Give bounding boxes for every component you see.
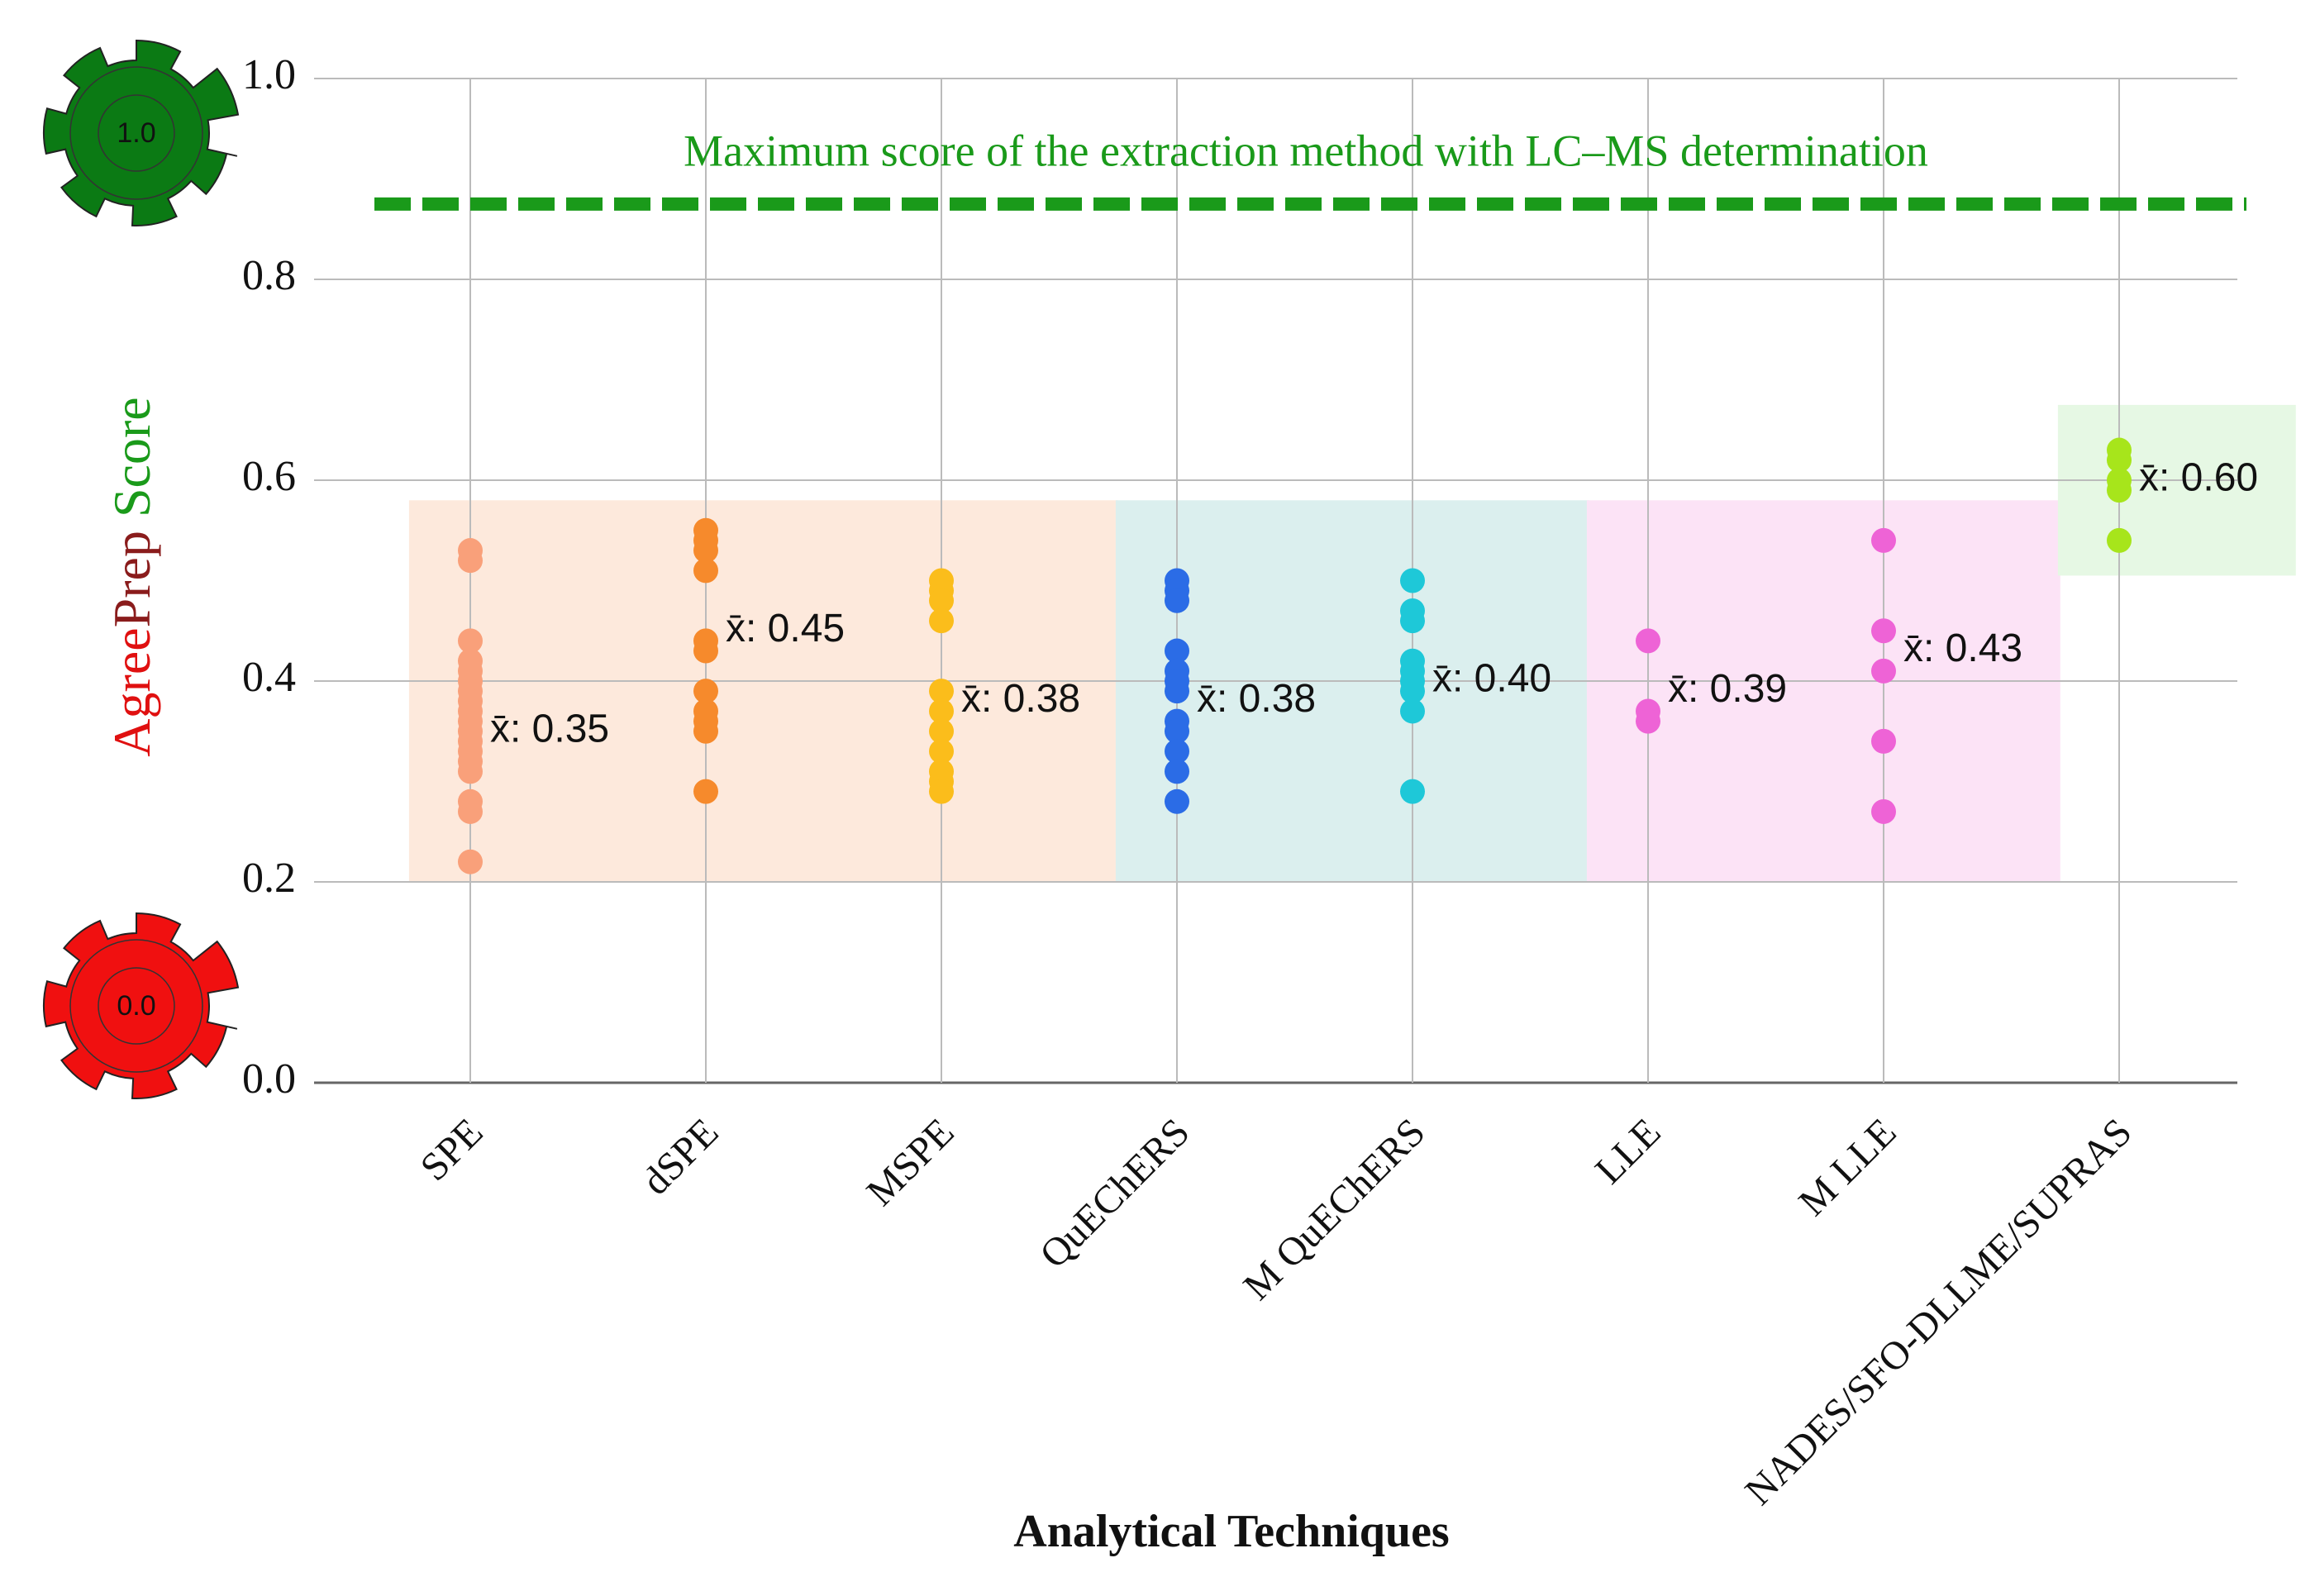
y-tick-label: 0.6 (242, 453, 296, 500)
point (1871, 618, 1896, 644)
x-tick-label: LLE (1587, 1110, 1670, 1193)
point (1165, 739, 1189, 765)
badge-label: 1.0 (117, 117, 155, 149)
point (929, 779, 954, 804)
point (929, 608, 954, 634)
point (458, 849, 483, 874)
point (458, 759, 483, 784)
point (1871, 658, 1896, 684)
point (1871, 798, 1896, 824)
x-tick-label: M QuEChERS (1235, 1110, 1433, 1308)
point (929, 588, 954, 613)
mean-label: x̄: 0.43 (1903, 626, 2022, 670)
badge-label: 0.0 (117, 990, 155, 1022)
y-tick-label: 0.2 (242, 855, 296, 902)
mean-label: x̄: 0.45 (726, 607, 845, 650)
point (1636, 628, 1660, 654)
point (1400, 698, 1425, 724)
mean-label: x̄: 0.35 (490, 707, 609, 750)
point (1165, 638, 1189, 664)
badge-center (98, 967, 175, 1045)
y-tick-label: 0.0 (242, 1055, 296, 1103)
mean-label: x̄: 0.40 (1432, 657, 1551, 701)
x-tick-label: QuEChERS (1031, 1110, 1198, 1277)
point (1400, 608, 1425, 634)
y-axis-title-part: Agree (102, 627, 161, 756)
point (2107, 447, 2132, 473)
x-tick-label: SPE (412, 1110, 492, 1189)
point (1871, 527, 1896, 553)
y-tick-label: 0.4 (242, 654, 296, 701)
point (2107, 478, 2132, 503)
point (1400, 779, 1425, 804)
point (1871, 728, 1896, 754)
region (1586, 500, 2060, 882)
point (1165, 679, 1189, 704)
point (693, 679, 718, 704)
x-axis-title: Analytical Techniques (1013, 1506, 1449, 1557)
y-tick-label: 1.0 (242, 51, 296, 98)
x-tick-label: M LLE (1790, 1110, 1904, 1224)
y-axis-title-part: Prep (102, 531, 161, 627)
point (929, 718, 954, 744)
point (1400, 679, 1425, 704)
y-axis-title-part: Score (102, 397, 161, 517)
y-tick-label: 0.8 (242, 252, 296, 299)
point (458, 628, 483, 654)
point (458, 798, 483, 824)
score-badge: 1.0 (42, 39, 240, 226)
point (929, 679, 954, 704)
point (693, 718, 718, 744)
x-tick-label: NADES/SFO-DLLME/SUPRAS (1736, 1110, 2140, 1513)
point (1165, 788, 1189, 814)
x-tick-label: MSPE (858, 1110, 962, 1214)
point (1165, 718, 1189, 744)
mean-label: x̄: 0.38 (1197, 677, 1316, 721)
point (1165, 588, 1189, 613)
point (693, 638, 718, 664)
y-axis-title: AgreePrep Score (102, 397, 161, 756)
mean-label: x̄: 0.39 (1668, 667, 1787, 711)
point (458, 548, 483, 574)
point (2107, 527, 2132, 553)
point (929, 739, 954, 765)
mean-label: x̄: 0.60 (2139, 456, 2258, 500)
badge-center (98, 94, 175, 172)
point (1636, 708, 1660, 734)
score-badge: 0.0 (42, 912, 240, 1099)
mean-label: x̄: 0.38 (961, 677, 1080, 721)
point (1165, 759, 1189, 784)
x-tick-label: dSPE (634, 1110, 727, 1203)
annotation: Maximum score of the extraction method w… (684, 126, 1928, 175)
region (1115, 500, 1589, 882)
point (693, 538, 718, 564)
point (693, 558, 718, 584)
region (2057, 404, 2296, 576)
point (929, 698, 954, 724)
point (693, 779, 718, 804)
point (1400, 568, 1425, 593)
region (408, 500, 1118, 882)
